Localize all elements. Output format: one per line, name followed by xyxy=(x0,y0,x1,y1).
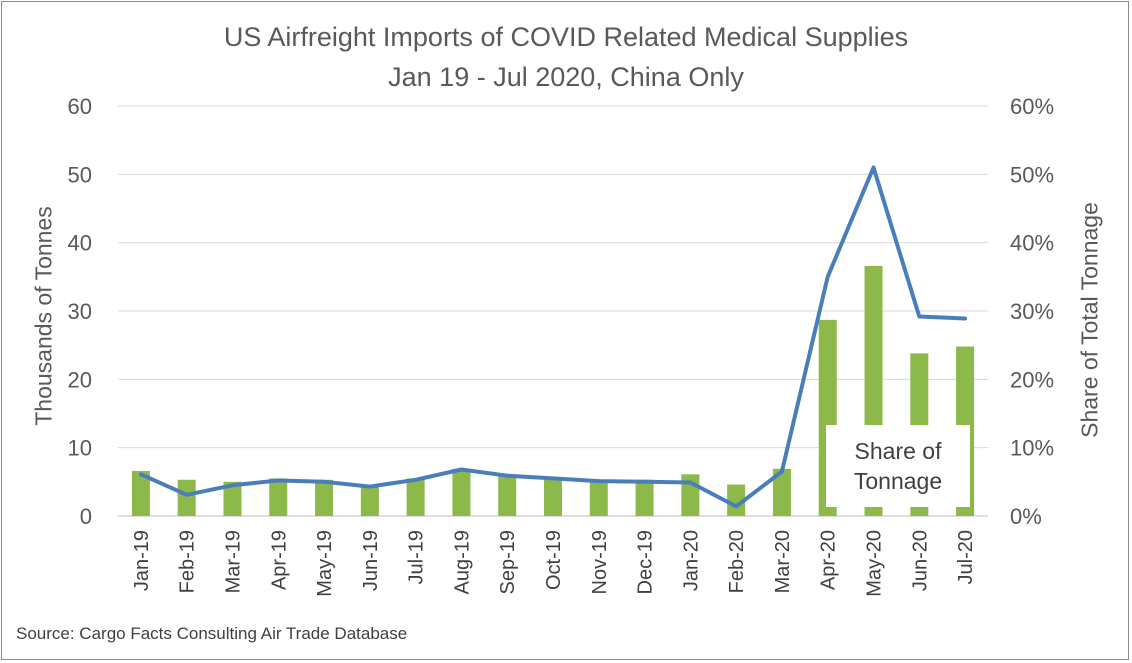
line-series-callout: Share of Tonnage xyxy=(826,425,970,507)
bar xyxy=(360,484,379,516)
bar xyxy=(727,484,746,516)
y-tick-label: 60 xyxy=(68,94,92,119)
line-series xyxy=(138,165,968,509)
x-tick-label: Apr-20 xyxy=(818,530,840,590)
y2-tick-label: 40% xyxy=(1010,231,1054,256)
chart-title: US Airfreight Imports of COVID Related M… xyxy=(223,22,909,52)
x-tick-label: Jan-20 xyxy=(680,530,702,591)
x-tick-label: Oct-19 xyxy=(543,530,565,590)
x-tick-label: Jun-19 xyxy=(360,530,382,591)
y-tick-label: 50 xyxy=(68,162,92,187)
y2-tick-label: 60% xyxy=(1010,94,1054,119)
bar xyxy=(772,468,791,516)
bar xyxy=(589,479,608,516)
x-tick-label: Feb-19 xyxy=(177,530,199,593)
callout-line-2: Tonnage xyxy=(853,468,943,494)
callout-line-1: Share of xyxy=(854,438,942,464)
y-tick-label: 0 xyxy=(80,504,92,529)
x-tick-label: Mar-20 xyxy=(772,530,794,593)
bar xyxy=(177,479,196,516)
y-tick-label: 30 xyxy=(68,299,92,324)
y-axis-right-label: Share of Total Tonnage xyxy=(1076,202,1103,438)
bar xyxy=(544,478,562,516)
gridlines xyxy=(118,105,988,517)
x-tick-label: Sep-19 xyxy=(497,530,519,595)
axes: 0 0% 10 10% 20 20% 30 30% 40 40% 50 50% 60 60% Jan-19 F… xyxy=(68,94,1055,597)
y2-tick-label: 0% xyxy=(1010,504,1042,529)
x-tick-label: Aug-19 xyxy=(451,530,473,595)
x-tick-label: Jul-19 xyxy=(406,530,428,584)
bar xyxy=(223,481,242,516)
bar xyxy=(406,478,425,516)
x-tick-label: Dec-19 xyxy=(635,530,657,594)
y2-tick-label: 50% xyxy=(1010,162,1054,187)
y-tick-label: 10 xyxy=(68,436,92,461)
bar xyxy=(269,478,288,516)
x-tick-label: May-20 xyxy=(864,530,886,597)
share-line xyxy=(138,165,968,509)
bar xyxy=(498,475,517,516)
source-note: Source: Cargo Facts Consulting Air Trade… xyxy=(16,624,408,643)
bar xyxy=(315,479,334,516)
y2-tick-label: 20% xyxy=(1010,367,1054,392)
x-tick-label: Apr-19 xyxy=(268,530,290,590)
bar xyxy=(452,468,471,516)
y2-tick-label: 10% xyxy=(1010,436,1054,461)
x-tick-label: Jul-20 xyxy=(955,530,977,584)
y-axis-left-label: Thousands of Tonnes xyxy=(30,206,57,426)
chart-subtitle: Jan 19 - Jul 2020, China Only xyxy=(388,62,744,92)
x-tick-label: Jan-19 xyxy=(131,530,153,591)
y-tick-label: 20 xyxy=(68,367,92,392)
y-tick-label: 40 xyxy=(68,231,92,256)
bar xyxy=(131,470,150,516)
x-tick-label: Nov-19 xyxy=(589,530,611,594)
x-tick-label: May-19 xyxy=(314,530,336,597)
x-tick-label: Jun-20 xyxy=(909,530,931,591)
x-tick-label: Mar-19 xyxy=(222,530,244,593)
bar xyxy=(635,479,654,516)
y2-tick-label: 30% xyxy=(1010,299,1054,324)
x-tick-label: Feb-20 xyxy=(726,530,748,593)
